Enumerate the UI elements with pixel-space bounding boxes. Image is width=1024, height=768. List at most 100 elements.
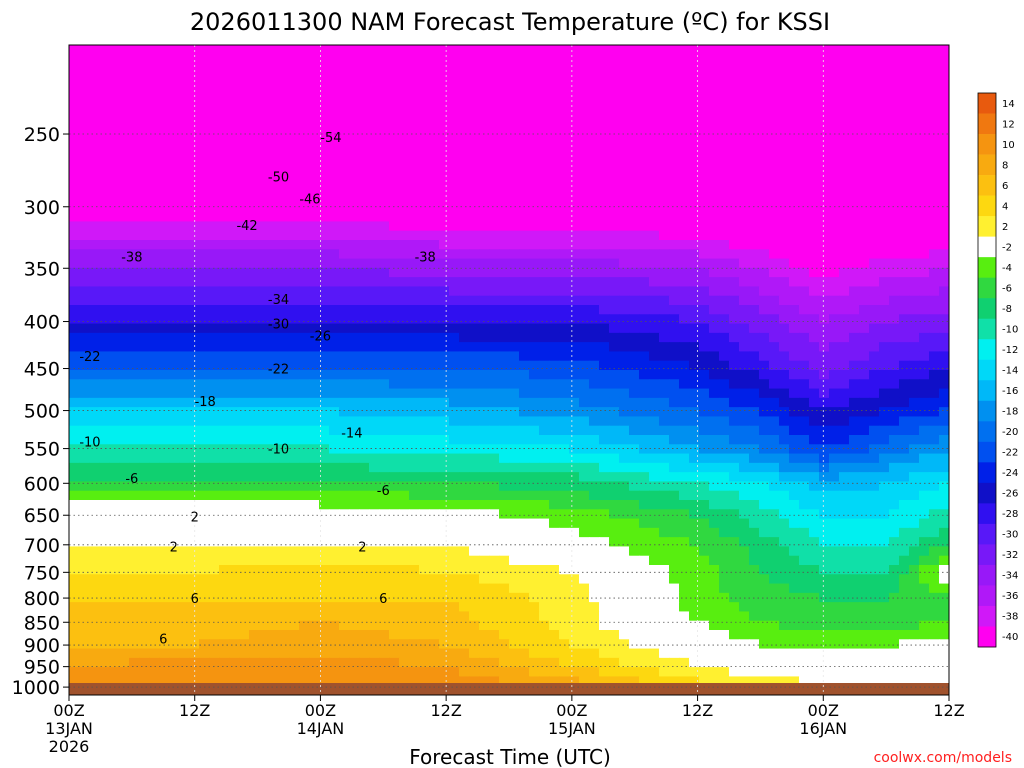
temperature-cell	[859, 555, 870, 566]
temperature-cell	[189, 175, 200, 185]
temperature-cell	[759, 351, 770, 362]
temperature-cell	[449, 119, 460, 130]
temperature-cell	[149, 221, 160, 232]
temperature-cell	[599, 249, 610, 260]
temperature-cell	[519, 72, 530, 83]
temperature-cell	[699, 435, 710, 445]
temperature-cell	[529, 221, 540, 232]
temperature-cell	[69, 54, 80, 65]
temperature-cell	[739, 332, 750, 343]
temperature-cell	[69, 360, 80, 371]
temperature-cell	[419, 221, 430, 232]
temperature-cell	[519, 91, 530, 102]
temperature-cell	[289, 45, 300, 55]
temperature-cell	[759, 63, 770, 74]
temperature-cell	[189, 565, 200, 575]
temperature-cell	[139, 416, 150, 427]
temperature-cell	[679, 500, 690, 510]
temperature-cell	[159, 212, 170, 223]
temperature-cell	[169, 555, 180, 566]
temperature-cell	[129, 472, 140, 483]
temperature-cell	[819, 388, 830, 399]
temperature-cell	[759, 295, 770, 306]
temperature-cell	[209, 184, 220, 195]
temperature-cell	[739, 370, 750, 380]
temperature-cell	[669, 555, 680, 566]
temperature-cell	[299, 175, 310, 185]
temperature-cell	[679, 323, 690, 334]
temperature-cell	[539, 490, 550, 501]
temperature-cell	[219, 481, 230, 492]
temperature-cell	[569, 295, 580, 306]
temperature-cell	[359, 509, 370, 520]
temperature-cell	[919, 82, 930, 93]
temperature-cell	[769, 444, 780, 455]
temperature-cell	[119, 286, 130, 297]
temperature-cell	[369, 565, 380, 575]
temperature-cell	[549, 258, 560, 269]
temperature-cell	[859, 360, 870, 371]
temperature-cell	[169, 379, 180, 390]
temperature-cell	[649, 72, 660, 83]
temperature-cell	[549, 54, 560, 65]
temperature-cell	[479, 137, 490, 148]
temperature-cell	[259, 91, 270, 102]
temperature-cell	[179, 258, 190, 269]
temperature-cell	[659, 305, 670, 315]
temperature-cell	[579, 72, 590, 83]
temperature-cell	[419, 128, 430, 139]
temperature-cell	[69, 351, 80, 362]
temperature-cell	[799, 379, 810, 390]
temperature-cell	[839, 500, 850, 510]
temperature-cell	[689, 370, 700, 380]
temperature-cell	[309, 258, 320, 269]
temperature-cell	[729, 546, 740, 557]
temperature-cell	[329, 425, 340, 436]
temperature-cell	[579, 500, 590, 510]
temperature-cell	[879, 137, 890, 148]
temperature-cell	[699, 397, 710, 408]
temperature-cell	[829, 453, 840, 464]
temperature-cell	[849, 91, 860, 102]
temperature-cell	[99, 91, 110, 102]
temperature-cell	[649, 267, 660, 278]
temperature-cell	[359, 323, 370, 334]
temperature-cell	[259, 360, 270, 371]
temperature-cell	[849, 314, 860, 325]
temperature-cell	[249, 202, 260, 213]
temperature-cell	[879, 91, 890, 102]
temperature-cell	[499, 128, 510, 139]
temperature-cell	[599, 555, 610, 566]
temperature-cell	[829, 156, 840, 167]
temperature-cell	[819, 453, 830, 464]
temperature-cell	[559, 184, 570, 195]
temperature-cell	[569, 425, 580, 436]
temperature-cell	[679, 444, 690, 455]
temperature-cell	[289, 314, 300, 325]
temperature-cell	[809, 212, 820, 223]
temperature-cell	[919, 407, 930, 418]
temperature-cell	[439, 165, 450, 176]
temperature-cell	[779, 230, 790, 241]
temperature-cell	[899, 370, 910, 380]
temperature-cell	[759, 462, 770, 473]
temperature-cell	[259, 267, 270, 278]
temperature-cell	[329, 119, 340, 130]
temperature-cell	[919, 212, 930, 223]
temperature-cell	[839, 212, 850, 223]
temperature-cell	[259, 500, 270, 510]
temperature-cell	[159, 82, 170, 93]
temperature-cell	[849, 45, 860, 55]
temperature-cell	[199, 537, 210, 548]
temperature-cell	[409, 555, 420, 566]
temperature-cell	[419, 527, 430, 538]
temperature-cell	[419, 416, 430, 427]
temperature-cell	[269, 295, 280, 306]
temperature-cell	[759, 258, 770, 269]
temperature-cell	[839, 91, 850, 102]
temperature-cell	[669, 91, 680, 102]
temperature-cell	[639, 230, 650, 241]
temperature-cell	[459, 351, 470, 362]
temperature-cell	[119, 137, 130, 148]
temperature-cell	[549, 63, 560, 74]
